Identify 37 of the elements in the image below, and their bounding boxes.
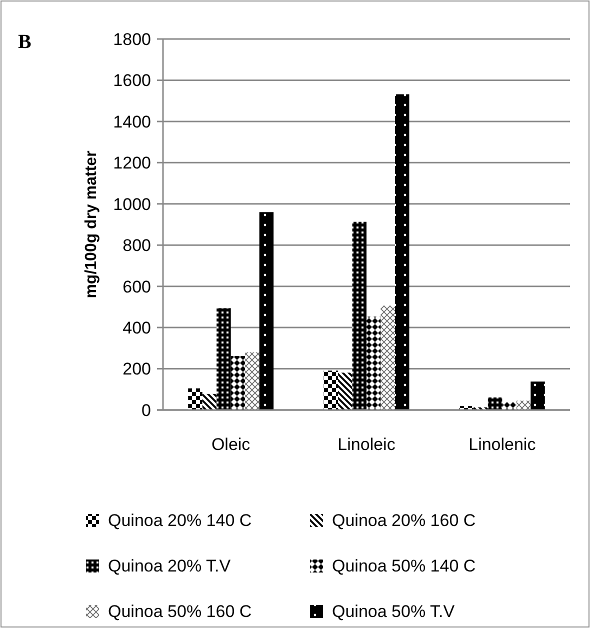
- x-tick-label: Linoleic: [338, 435, 396, 454]
- bar: [394, 94, 410, 410]
- bar: [230, 356, 246, 410]
- bar: [516, 400, 531, 410]
- bar: [352, 222, 366, 410]
- y-tick-label: 1200: [113, 154, 151, 173]
- legend-label: Quinoa 50% T.V: [332, 602, 456, 621]
- legend-label: Quinoa 50% 140 C: [332, 556, 476, 576]
- legend-label: Quinoa 20% 140 C: [108, 510, 252, 530]
- bar: [366, 316, 381, 410]
- bar: [259, 212, 274, 410]
- bar: [530, 382, 545, 410]
- bar: [216, 308, 231, 410]
- legend-label: Quinoa 20% 160 C: [332, 510, 476, 530]
- y-tick-label: 800: [122, 236, 151, 256]
- y-tick-label: 200: [122, 360, 151, 379]
- bar: [380, 306, 395, 410]
- y-tick-label: 1000: [113, 194, 151, 214]
- x-tick-label: Oleic: [211, 435, 251, 454]
- y-tick-label: 400: [122, 318, 151, 338]
- bar: [488, 397, 502, 410]
- y-tick-label: 1400: [113, 112, 151, 132]
- bar: [188, 388, 202, 410]
- y-tick-label: 1800: [113, 30, 151, 49]
- y-axis-title: mg/100g dry matter: [83, 150, 100, 298]
- bar: [245, 352, 260, 410]
- bar: [324, 370, 338, 410]
- legend-label: Quinoa 50% 160 C: [108, 602, 252, 621]
- bar: [338, 372, 352, 410]
- y-tick-label: 0: [142, 400, 151, 420]
- y-tick-label: 1600: [113, 71, 151, 90]
- bar: [502, 402, 516, 410]
- chart-title: B: [18, 31, 32, 53]
- x-tick-label: Linolenic: [468, 435, 536, 454]
- bar: [202, 394, 217, 410]
- y-tick-label: 600: [122, 277, 151, 296]
- legend-label: Quinoa 20% T.V: [108, 556, 232, 576]
